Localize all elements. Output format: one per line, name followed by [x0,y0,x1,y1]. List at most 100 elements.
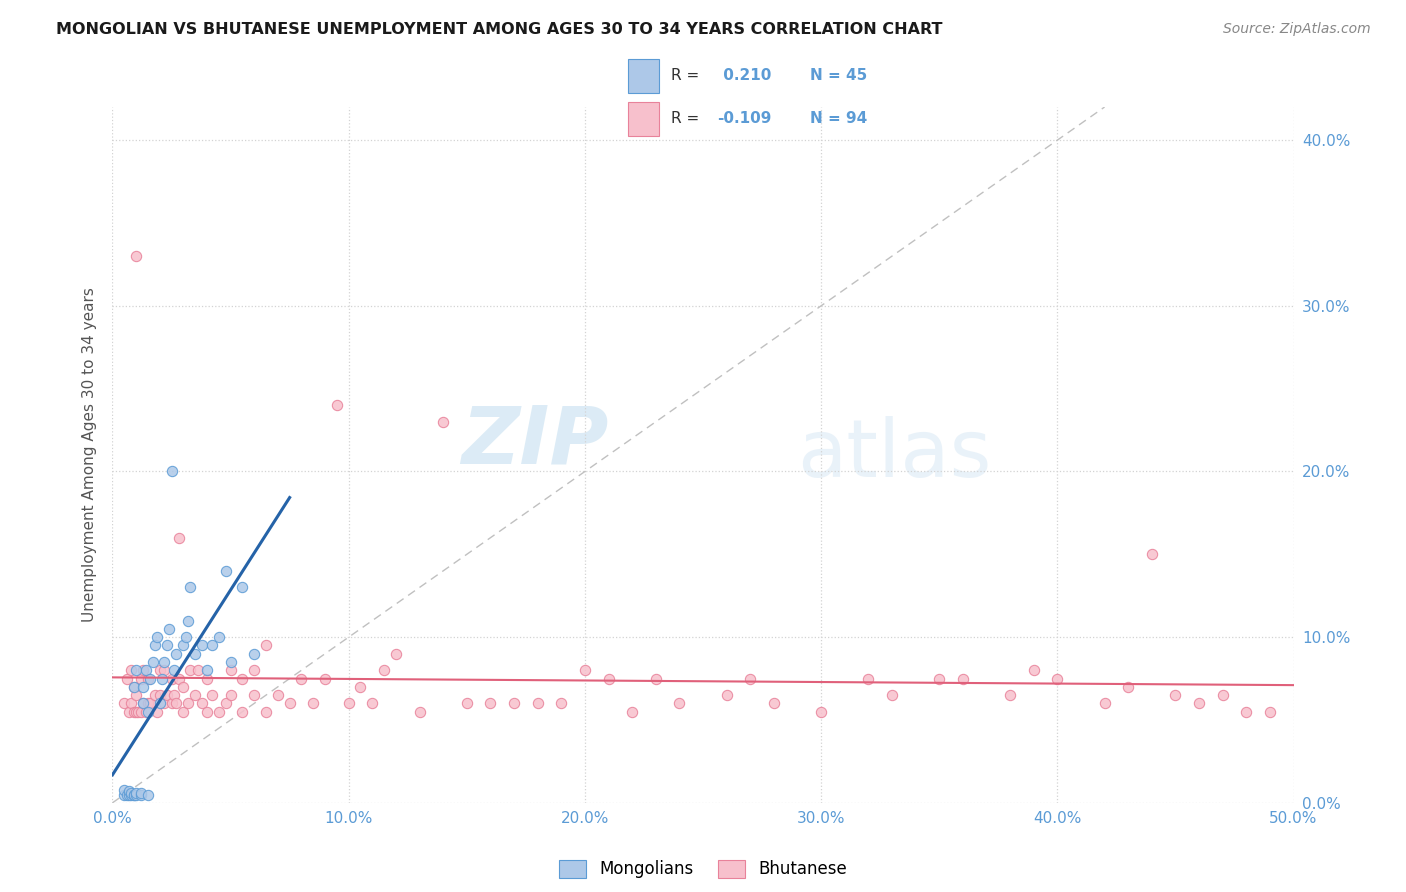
Y-axis label: Unemployment Among Ages 30 to 34 years: Unemployment Among Ages 30 to 34 years [82,287,97,623]
Point [231,705,253,719]
Point [208,630,231,644]
Point [127,705,149,719]
Point [231,581,253,595]
Point [267,688,290,702]
Point [149,688,172,702]
Point [574,663,596,677]
Point [112,697,135,711]
Text: N = 94: N = 94 [810,112,868,126]
Point [762,697,785,711]
Point [1140,547,1163,561]
Point [219,655,242,669]
Point [195,663,218,677]
Point [479,697,502,711]
Point [125,786,148,800]
Point [928,672,950,686]
Point [139,697,162,711]
Point [177,614,200,628]
Point [165,697,187,711]
Point [373,663,395,677]
Point [160,697,183,711]
Point [172,680,194,694]
Point [550,697,572,711]
Point [136,705,159,719]
Point [215,697,238,711]
Point [215,564,238,578]
Point [191,697,214,711]
Point [115,788,138,802]
Point [149,663,172,677]
Text: R =: R = [671,69,699,83]
Point [243,647,266,661]
Point [129,705,152,719]
Point [167,531,190,545]
Point [122,680,145,694]
Point [136,672,159,686]
Point [184,688,207,702]
Point [1116,680,1139,694]
Point [120,788,142,802]
Point [122,680,145,694]
Point [132,663,155,677]
Text: N = 45: N = 45 [810,69,868,83]
Point [143,688,166,702]
Point [125,788,148,802]
Point [179,663,201,677]
Text: -0.109: -0.109 [717,112,772,126]
Point [160,672,183,686]
Point [184,647,207,661]
Point [156,639,179,653]
Point [740,672,762,686]
Point [337,697,360,711]
Point [1094,697,1116,711]
Point [153,655,176,669]
Text: MONGOLIAN VS BHUTANESE UNEMPLOYMENT AMONG AGES 30 TO 34 YEARS CORRELATION CHART: MONGOLIAN VS BHUTANESE UNEMPLOYMENT AMON… [56,22,943,37]
FancyBboxPatch shape [628,102,659,136]
Point [526,697,548,711]
Point [201,639,224,653]
Point [112,788,135,802]
Point [167,672,190,686]
Point [125,249,148,263]
Text: 0.210: 0.210 [717,69,770,83]
Point [125,688,148,702]
Point [290,672,312,686]
Point [208,705,231,719]
Point [302,697,325,711]
Point [136,697,159,711]
Text: R =: R = [671,112,699,126]
Point [153,663,176,677]
Text: ZIP: ZIP [461,402,609,480]
Point [163,663,186,677]
Point [122,788,145,802]
Point [129,786,152,800]
Point [503,697,526,711]
Point [326,398,349,412]
Point [135,663,157,677]
Point [125,705,148,719]
Point [150,672,173,686]
Point [163,688,186,702]
Point [254,639,277,653]
Point [160,465,183,479]
Point [349,680,371,694]
Point [385,647,408,661]
Point [125,663,148,677]
Point [129,788,152,802]
Point [120,697,142,711]
Point [179,581,201,595]
FancyBboxPatch shape [628,59,659,93]
Point [1234,705,1257,719]
Point [136,788,159,802]
Point [157,622,180,636]
Point [621,705,644,719]
Point [1212,688,1234,702]
Point [149,697,172,711]
Point [998,688,1021,702]
Point [880,688,903,702]
Point [112,782,135,797]
Legend: Mongolians, Bhutanese: Mongolians, Bhutanese [553,853,853,885]
Point [1188,697,1211,711]
Point [243,663,266,677]
Point [243,688,266,702]
